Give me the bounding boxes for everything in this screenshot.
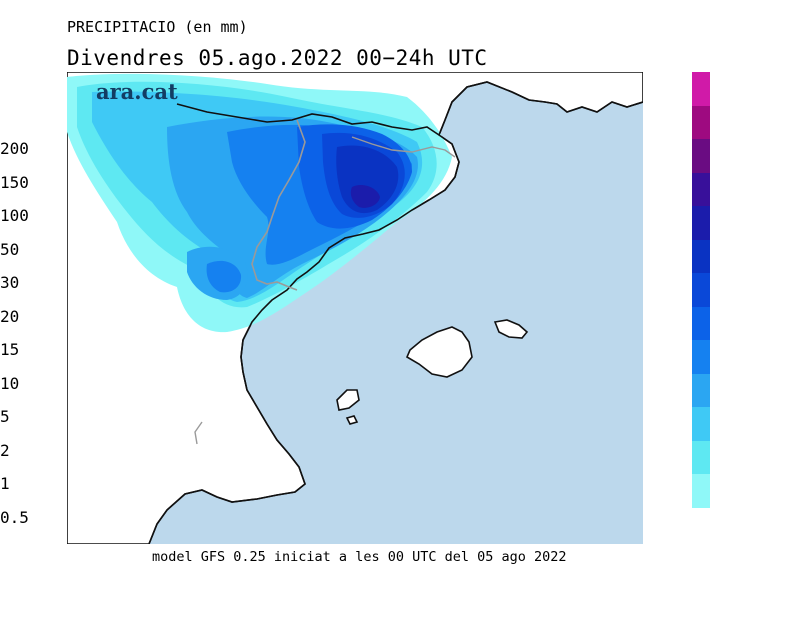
legend-label: 20 bbox=[0, 306, 20, 326]
legend-swatch bbox=[692, 373, 710, 408]
france-border bbox=[176, 103, 440, 136]
region-border-south bbox=[194, 421, 203, 445]
legend-swatch bbox=[692, 340, 710, 374]
legend-label: 1 bbox=[0, 474, 10, 494]
model-info: model GFS 0.25 iniciat a les 00 UTC del … bbox=[152, 549, 567, 565]
legend-label: 15 bbox=[0, 340, 20, 360]
legend-label: 5 bbox=[0, 407, 10, 427]
legend-colorbar bbox=[692, 72, 710, 508]
aracat-logo: ara.cat bbox=[96, 79, 178, 104]
legend-swatch bbox=[692, 172, 710, 207]
map-canvas bbox=[67, 72, 643, 544]
mallorca bbox=[405, 326, 473, 378]
ibiza bbox=[336, 389, 360, 411]
legend-swatch bbox=[692, 440, 710, 475]
legend-swatch bbox=[692, 105, 710, 140]
coastline bbox=[148, 81, 643, 544]
legend-swatch bbox=[692, 273, 710, 307]
region-border-east bbox=[351, 136, 456, 158]
legend-label: 10 bbox=[0, 373, 20, 393]
legend-swatch bbox=[692, 239, 710, 274]
legend-swatch bbox=[692, 306, 710, 341]
legend-label: 200 bbox=[0, 139, 29, 159]
legend-label: 2 bbox=[0, 440, 10, 460]
formentera bbox=[345, 415, 359, 425]
legend-swatch bbox=[692, 139, 710, 173]
legend-label: 30 bbox=[0, 273, 20, 293]
legend-label: 0.5 bbox=[0, 508, 29, 527]
precip-southwest-10mm bbox=[206, 260, 242, 293]
variable-title: PRECIPITACIO (en mm) bbox=[67, 18, 248, 36]
legend-swatch bbox=[692, 474, 710, 508]
legend-swatch bbox=[692, 407, 710, 441]
legend-swatch bbox=[692, 206, 710, 240]
region-border bbox=[251, 119, 306, 291]
menorca bbox=[493, 319, 529, 339]
legend-label: 50 bbox=[0, 239, 20, 259]
legend-swatch bbox=[692, 72, 710, 106]
legend-label: 150 bbox=[0, 172, 29, 192]
legend-label: 100 bbox=[0, 206, 29, 226]
precipitation-map bbox=[67, 72, 643, 544]
precip-50mm bbox=[350, 185, 380, 208]
valid-date-title: Divendres 05.ago.2022 00−24h UTC bbox=[67, 46, 488, 70]
